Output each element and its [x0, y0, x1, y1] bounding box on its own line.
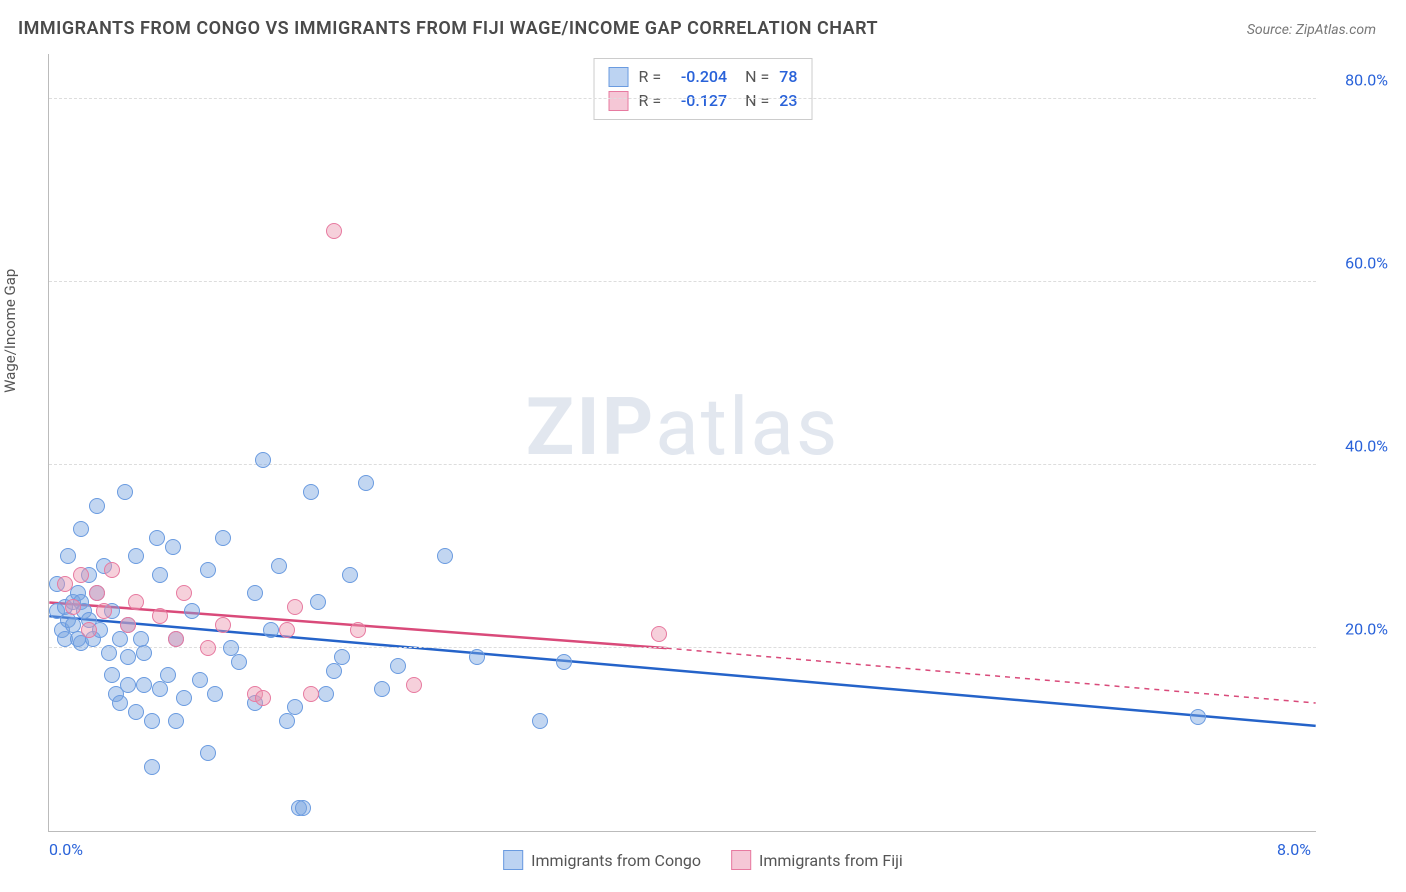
gridline — [49, 98, 1316, 99]
scatter-point — [334, 649, 350, 665]
series-legend: Immigrants from Congo Immigrants from Fi… — [503, 850, 903, 870]
scatter-point — [231, 654, 247, 670]
scatter-point — [184, 603, 200, 619]
scatter-point — [160, 667, 176, 683]
scatter-point — [176, 585, 192, 601]
gridline — [49, 281, 1316, 282]
scatter-point — [437, 548, 453, 564]
scatter-point — [120, 677, 136, 693]
legend-swatch — [503, 850, 523, 870]
y-tick-label: 40.0% — [1345, 436, 1388, 455]
scatter-point — [149, 530, 165, 546]
scatter-point — [295, 800, 311, 816]
legend-item: Immigrants from Congo — [503, 850, 701, 870]
scatter-point — [303, 686, 319, 702]
scatter-point — [104, 562, 120, 578]
scatter-point — [255, 452, 271, 468]
scatter-point — [207, 686, 223, 702]
scatter-point — [358, 475, 374, 491]
scatter-point — [326, 223, 342, 239]
scatter-point — [152, 608, 168, 624]
scatter-point — [287, 699, 303, 715]
scatter-point — [651, 626, 667, 642]
legend-item: Immigrants from Fiji — [731, 850, 903, 870]
scatter-point — [65, 599, 81, 615]
scatter-point — [263, 622, 279, 638]
scatter-point — [165, 539, 181, 555]
y-tick-label: 60.0% — [1345, 253, 1388, 272]
scatter-point — [310, 594, 326, 610]
chart-title: IMMIGRANTS FROM CONGO VS IMMIGRANTS FROM… — [18, 18, 878, 39]
scatter-point — [152, 681, 168, 697]
scatter-point — [120, 649, 136, 665]
scatter-point — [255, 690, 271, 706]
plot-area: ZIPatlas 20.0%40.0%60.0%80.0%0.0%8.0% — [48, 54, 1316, 832]
legend-label: Immigrants from Fiji — [759, 851, 903, 870]
x-tick-label: 0.0% — [49, 840, 83, 859]
scatter-point — [57, 576, 73, 592]
source-attribution: Source: ZipAtlas.com — [1247, 22, 1376, 38]
scatter-point — [532, 713, 548, 729]
scatter-point — [89, 498, 105, 514]
legend-label: Immigrants from Congo — [531, 851, 701, 870]
scatter-point — [60, 548, 76, 564]
scatter-point — [247, 585, 263, 601]
scatter-point — [215, 530, 231, 546]
scatter-point — [176, 690, 192, 706]
scatter-point — [287, 599, 303, 615]
scatter-point — [556, 654, 572, 670]
y-tick-label: 20.0% — [1345, 619, 1388, 638]
scatter-point — [128, 548, 144, 564]
scatter-point — [120, 617, 136, 633]
scatter-point — [390, 658, 406, 674]
scatter-point — [326, 663, 342, 679]
scatter-point — [168, 631, 184, 647]
scatter-point — [279, 713, 295, 729]
y-axis-label: Wage/Income Gap — [1, 269, 19, 393]
scatter-point — [200, 640, 216, 656]
scatter-point — [104, 667, 120, 683]
scatter-point — [128, 594, 144, 610]
scatter-point — [271, 558, 287, 574]
scatter-point — [136, 677, 152, 693]
scatter-point — [112, 695, 128, 711]
scatter-point — [73, 521, 89, 537]
scatter-point — [469, 649, 485, 665]
scatter-point — [215, 617, 231, 633]
y-tick-label: 80.0% — [1345, 70, 1388, 89]
scatter-point — [200, 562, 216, 578]
scatter-point — [128, 704, 144, 720]
scatter-point — [192, 672, 208, 688]
scatter-point — [96, 603, 112, 619]
scatter-point — [279, 622, 295, 638]
scatter-point — [1190, 709, 1206, 725]
scatter-point — [168, 713, 184, 729]
regression-lines — [49, 54, 1316, 831]
legend-swatch — [731, 850, 751, 870]
scatter-point — [152, 567, 168, 583]
scatter-point — [89, 585, 105, 601]
scatter-point — [81, 622, 97, 638]
x-tick-label: 8.0% — [1277, 840, 1311, 859]
scatter-point — [101, 645, 117, 661]
scatter-point — [350, 622, 366, 638]
scatter-point — [136, 645, 152, 661]
scatter-point — [112, 631, 128, 647]
scatter-point — [406, 677, 422, 693]
gridline — [49, 464, 1316, 465]
scatter-point — [374, 681, 390, 697]
scatter-point — [73, 567, 89, 583]
scatter-point — [117, 484, 133, 500]
watermark: ZIPatlas — [526, 380, 839, 474]
scatter-point — [144, 713, 160, 729]
scatter-point — [144, 759, 160, 775]
scatter-point — [342, 567, 358, 583]
scatter-point — [303, 484, 319, 500]
scatter-point — [200, 745, 216, 761]
scatter-point — [318, 686, 334, 702]
